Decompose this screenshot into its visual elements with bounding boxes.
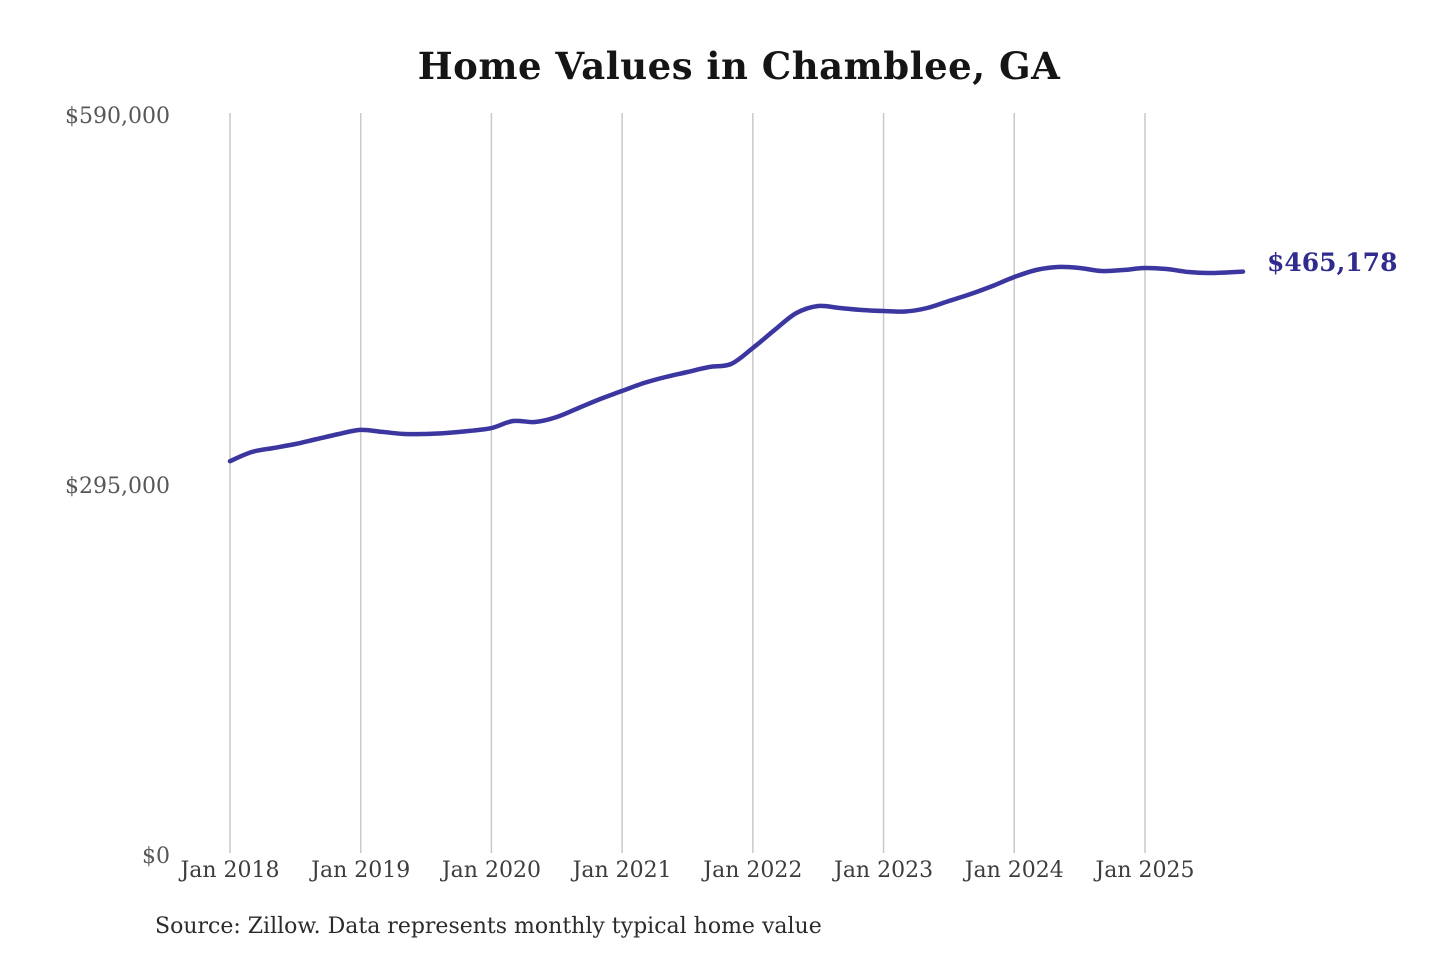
y-axis-tick-label: $590,000: [65, 104, 170, 129]
home-value-series-line: [227, 264, 1246, 464]
x-axis-tick-label: Jan 2020: [440, 858, 541, 883]
x-axis-tick-label: Jan 2023: [832, 858, 933, 883]
y-axis-tick-label: $295,000: [65, 474, 170, 499]
x-axis-tick-label: Jan 2022: [701, 858, 802, 883]
x-axis-tick-label: Jan 2019: [309, 858, 410, 883]
chart-title: Home Values in Chamblee, GA: [417, 44, 1061, 88]
latest-value-label: $465,178: [1267, 248, 1398, 277]
source-note: Source: Zillow. Data represents monthly …: [155, 914, 822, 939]
x-axis-tick-label: Jan 2018: [178, 858, 279, 883]
y-axis-tick-label: $0: [142, 844, 170, 869]
x-axis-tick-label: Jan 2021: [571, 858, 672, 883]
x-axis-tick-label: Jan 2024: [963, 858, 1064, 883]
x-axis-tick-label: Jan 2025: [1093, 858, 1194, 883]
